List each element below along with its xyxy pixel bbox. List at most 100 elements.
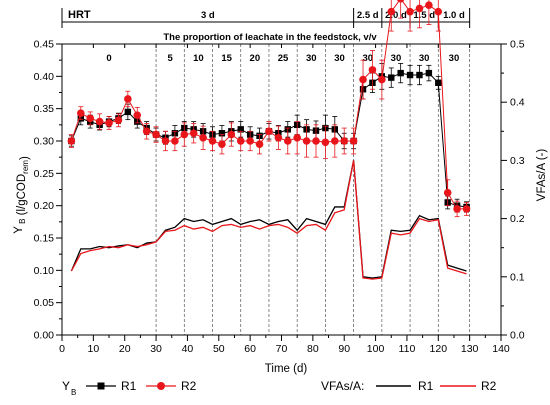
data-point [180, 130, 189, 139]
data-point [199, 133, 207, 142]
yb-series [67, 0, 471, 218]
data-point [406, 71, 414, 79]
hrt-segment-label: 1.5 d [413, 10, 435, 21]
data-point [237, 126, 244, 133]
leachate-label: 30 [362, 53, 373, 64]
data-point [397, 69, 404, 77]
y-left-tick-label: 0.10 [34, 265, 55, 277]
data-point [415, 4, 424, 13]
y-left-tick-label: 0.15 [34, 233, 55, 245]
data-point [425, 1, 433, 10]
y-right-tick-label: 0.1 [510, 271, 525, 283]
x-tick-label: 140 [492, 343, 510, 355]
data-point [105, 119, 113, 127]
data-point [255, 140, 264, 149]
leachate-label: 10 [193, 53, 204, 64]
data-point [152, 130, 160, 139]
leachate-label: 30 [391, 53, 402, 64]
data-point [435, 79, 442, 86]
hrt-label: HRT [68, 9, 91, 21]
hrt-segment-label: 2.0 d [385, 10, 407, 21]
y-left-tick-label: 0.45 [34, 39, 55, 51]
plot-frame [61, 43, 502, 336]
axes: 0 10 20 30 40 50 60 70 80 90 100 110 120 130 1400.000.… [34, 39, 525, 356]
y-right-axis-title: VFAs/A (-) [536, 149, 548, 202]
x-tick-label: 50 [213, 343, 225, 355]
data-point [114, 116, 123, 125]
data-point [95, 117, 104, 126]
data-point [124, 108, 132, 116]
data-point [77, 109, 85, 117]
vfa-line-r1 [70, 160, 467, 279]
legend-r1-marker [97, 382, 105, 390]
y-left-tick-label: 0.20 [34, 200, 55, 212]
data-point [462, 205, 471, 213]
x-tick-label: 80 [307, 343, 319, 355]
data-point [274, 133, 283, 142]
data-point [218, 130, 226, 137]
legend-r2-label: R2 [181, 379, 197, 393]
hrt-segment-label: 3 d [201, 10, 215, 21]
chart-title: The proportion of leachate in the feedst… [163, 32, 377, 43]
x-tick-label: 40 [182, 343, 194, 355]
data-point [425, 69, 433, 77]
chart-header: HRT The proportion of leachate in the fe… [61, 8, 471, 64]
data-point [246, 137, 254, 145]
data-point [302, 137, 311, 145]
data-point [133, 111, 142, 119]
legend-vfa-r2-label: R2 [481, 379, 497, 393]
legend-vfa-r1-label: R1 [418, 379, 434, 393]
y-left-tick-label: 0.25 [34, 168, 55, 180]
x-tick-label: 0 [59, 343, 65, 355]
leachate-label: 30 [449, 53, 460, 64]
y-right-tick-label: 0.4 [510, 97, 525, 109]
y-left-tick-label: 0.35 [34, 103, 55, 115]
x-tick-label: 70 [276, 343, 288, 355]
x-tick-label: 100 [367, 343, 385, 355]
legend-vfa-prefix: VFAs/A: [321, 379, 364, 393]
x-tick-label: 60 [244, 343, 256, 355]
legend-r1-label: R1 [121, 379, 137, 393]
data-point [218, 140, 226, 149]
data-point [283, 137, 292, 145]
leachate-label: 5 [168, 53, 174, 64]
data-point [387, 7, 396, 16]
x-tick-label: 20 [119, 343, 131, 355]
data-point [443, 188, 452, 197]
data-point [331, 137, 339, 145]
x-tick-label: 10 [88, 343, 100, 355]
y-left-tick-label: 0.05 [34, 297, 55, 309]
y-right-tick-label: 0.5 [510, 39, 525, 51]
data-point [293, 133, 301, 142]
data-point [359, 75, 367, 84]
leachate-label: 0 [106, 53, 111, 64]
data-point [434, 7, 443, 16]
x-tick-label: 130 [461, 343, 479, 355]
data-point [368, 66, 377, 74]
hrt-segment-label: 1.0 d [443, 10, 465, 21]
legend-yb-sub: B [71, 388, 76, 397]
x-tick-label: 120 [430, 343, 448, 355]
vfa-series [70, 160, 467, 280]
data-point [378, 75, 386, 84]
data-point [208, 137, 217, 145]
data-point [340, 137, 349, 145]
phase-boundaries [155, 44, 470, 335]
x-tick-label: 110 [399, 343, 416, 355]
y-left-tick-label: 0.00 [34, 330, 55, 342]
data-point [189, 129, 198, 138]
x-tick-label: 90 [338, 343, 350, 355]
y-right-tick-label: 0.0 [510, 330, 525, 342]
data-point [388, 74, 395, 81]
data-point [453, 205, 461, 213]
legend-yb-prefix: Y [62, 379, 70, 393]
y-right-tick-label: 0.3 [510, 155, 525, 167]
data-point [265, 127, 273, 136]
legend-r2-marker [157, 382, 165, 390]
data-point [397, 0, 405, 3]
data-point [161, 137, 170, 145]
data-point [312, 137, 320, 145]
leachate-label: 30 [306, 53, 317, 64]
leachate-label: 30 [334, 53, 345, 64]
legend: Y B R1 R2 VFAs/A: R1 R2 [62, 379, 497, 397]
